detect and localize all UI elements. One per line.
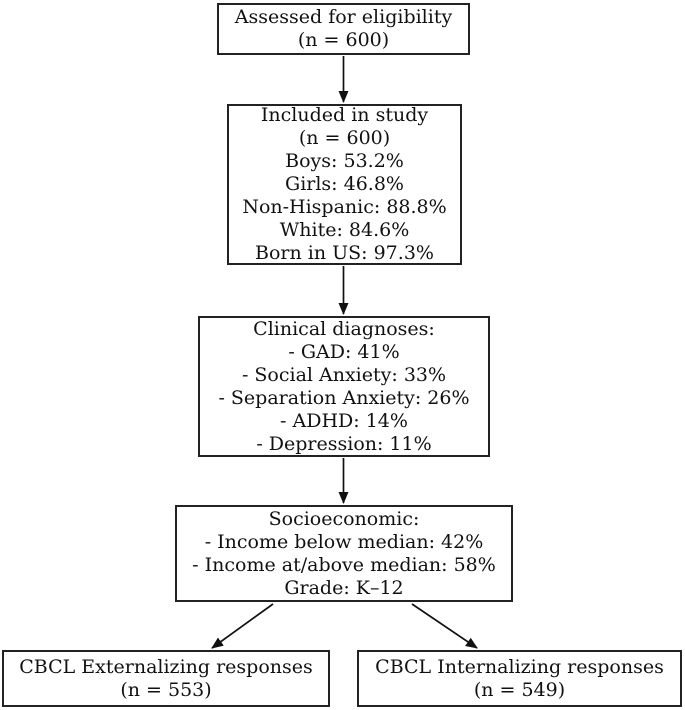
- box-text-line: - Income below median: 42%: [204, 530, 484, 553]
- box-text-line: Socioeconomic:: [268, 507, 420, 530]
- box-text-line: Girls: 46.8%: [285, 173, 404, 195]
- box-text-line: Clinical diagnoses:: [253, 317, 435, 340]
- box-clinical-diagnoses: Clinical diagnoses: - GAD: 41% - Social …: [198, 316, 490, 457]
- box-text-line: Grade: K–12: [284, 576, 404, 599]
- arrow-socioeconomic-to-internalizing: [411, 603, 478, 649]
- box-assessed-for-eligibility: Assessed for eligibility (n = 600): [217, 3, 470, 55]
- arrow-socioeconomic-to-externalizing: [211, 603, 274, 649]
- box-text-line: Non-Hispanic: 88.8%: [242, 196, 447, 218]
- box-text-line: - Income at/above median: 58%: [192, 553, 496, 576]
- box-text-line: - GAD: 41%: [288, 340, 400, 363]
- box-text-line: - Social Anxiety: 33%: [241, 363, 447, 386]
- box-text-line: (n = 553): [120, 678, 212, 701]
- box-text-line: CBCL Internalizing responses: [375, 655, 664, 678]
- box-socioeconomic: Socioeconomic: - Income below median: 42…: [175, 505, 513, 602]
- box-included-in-study: Included in study (n = 600) Boys: 53.2% …: [227, 104, 462, 265]
- box-text-line: CBCL Externalizing responses: [19, 655, 313, 678]
- box-text-line: - ADHD: 14%: [280, 409, 408, 432]
- box-text-line: Boys: 53.2%: [285, 150, 404, 172]
- box-text-line: - Separation Anxiety: 26%: [218, 386, 470, 409]
- box-text-line: Born in US: 97.3%: [255, 242, 434, 264]
- box-text-line: White: 84.6%: [279, 219, 410, 241]
- box-cbcl-internalizing-responses: CBCL Internalizing responses (n = 549): [357, 650, 682, 707]
- box-text-line: Included in study: [260, 104, 429, 126]
- box-text-line: (n = 549): [473, 678, 566, 701]
- box-text-line: Assessed for eligibility: [234, 6, 453, 28]
- box-cbcl-externalizing-responses: CBCL Externalizing responses (n = 553): [2, 650, 330, 707]
- box-text-line: (n = 600): [298, 127, 391, 149]
- box-text-line: - Depression: 11%: [256, 432, 432, 455]
- box-text-line: (n = 600): [297, 29, 390, 51]
